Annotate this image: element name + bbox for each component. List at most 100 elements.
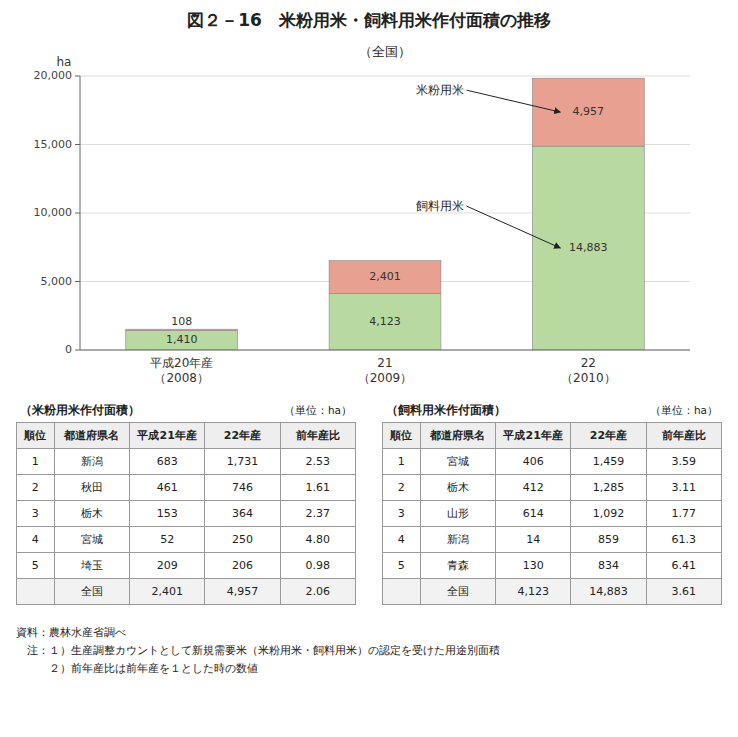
table-cell: 2,401 (129, 579, 204, 605)
table-head: 順位都道府県名平成21年産22年産前年産比 (17, 423, 356, 449)
tick-mark (75, 350, 80, 351)
grid-line (80, 350, 690, 351)
table-block: （米粉用米作付面積）（単位：ha）順位都道府県名平成21年産22年産前年産比1新… (16, 402, 356, 605)
table-cell: 宮城 (54, 527, 129, 553)
tick-label: 5,000 (41, 275, 73, 288)
annotation: 米粉用米 (416, 83, 464, 97)
header-cell: 前年産比 (280, 423, 355, 449)
tick-label: 15,000 (34, 138, 73, 151)
table-cell: 新潟 (420, 527, 495, 553)
table-cell: 4.80 (280, 527, 355, 553)
data-label: 1,410 (166, 333, 198, 346)
tick-label: 10,000 (34, 206, 73, 219)
tick-label-line: 22 (581, 356, 596, 370)
annotation: 飼料用米 (416, 199, 464, 213)
bar (329, 261, 441, 294)
table-row: 5埼玉2092060.98 (17, 553, 356, 579)
table-cell: 宮城 (420, 449, 495, 475)
table-cell: 2.06 (280, 579, 355, 605)
x-axis (80, 350, 690, 351)
annotations: 飼料用米米粉用米 (416, 83, 561, 248)
bar (126, 331, 238, 350)
tick-label-line: （2009） (358, 371, 413, 385)
header-cell: 22年産 (205, 423, 280, 449)
table-row: 1新潟6831,7312.53 (17, 449, 356, 475)
table-cell: 52 (129, 527, 204, 553)
x-ticks: 平成20年産（2008）21（2009）22（2010） (150, 356, 616, 385)
table-cell: 206 (205, 553, 280, 579)
tick-label: 21（2009） (358, 356, 413, 385)
table-body: 1新潟6831,7312.532秋田4617461.613栃木1533642.3… (17, 449, 356, 605)
table-heading: （米粉用米作付面積）（単位：ha） (16, 402, 356, 422)
tick-label-line: （2010） (561, 371, 616, 385)
table-cell: 1,459 (571, 449, 646, 475)
table-row: 2栃木4121,2853.11 (383, 475, 722, 501)
table-cell: 埼玉 (54, 553, 129, 579)
subtitle: （全国） (359, 44, 411, 59)
colgroup (383, 423, 722, 605)
table-row: 3栃木1533642.37 (17, 501, 356, 527)
table-cell: 153 (129, 501, 204, 527)
table-head: 順位都道府県名平成21年産22年産前年産比 (383, 423, 722, 449)
table-row: 3山形6141,0921.77 (383, 501, 722, 527)
bar (532, 78, 644, 146)
data-label: 108 (171, 315, 192, 328)
header-row: 順位都道府県名平成21年産22年産前年産比 (17, 423, 356, 449)
page: {"chart_data": {"type": "bar", "stacked"… (0, 0, 738, 737)
table-row: 5青森1308346.41 (383, 553, 722, 579)
data-label: 2,401 (369, 270, 401, 283)
table-cell: 3.59 (646, 449, 721, 475)
data-label: 4,123 (369, 315, 401, 328)
table-block: （飼料用米作付面積）（単位：ha）順位都道府県名平成21年産22年産前年産比1宮… (382, 402, 722, 605)
table-cell: 全国 (54, 579, 129, 605)
colgroup (17, 423, 356, 605)
annotation-arrow (467, 206, 561, 248)
table-row: 4新潟1485961.3 (383, 527, 722, 553)
table-cell: 3.11 (646, 475, 721, 501)
table-unit: （単位：ha） (650, 404, 718, 418)
tick-mark (75, 281, 80, 282)
table-cell: 834 (571, 553, 646, 579)
table-cell: 250 (205, 527, 280, 553)
header-cell: 平成21年産 (495, 423, 570, 449)
title: 図２－16 米粉用米・飼料用米作付面積の推移 (187, 10, 551, 30)
header-cell: 順位 (383, 423, 421, 449)
table-cell: 4 (17, 527, 55, 553)
table-cell: 山形 (420, 501, 495, 527)
table-cell: 3 (17, 501, 55, 527)
table-cell: 130 (495, 553, 570, 579)
table: 順位都道府県名平成21年産22年産前年産比1宮城4061,4593.592栃木4… (382, 422, 722, 605)
table-cell: 4,957 (205, 579, 280, 605)
table-cell: 4 (383, 527, 421, 553)
bar (126, 329, 238, 330)
tick-label: 22（2010） (561, 356, 616, 385)
footer-line: ２）前年産比は前年産を１とした時の数値 (16, 660, 722, 678)
table-cell: 3.61 (646, 579, 721, 605)
header-row: 順位都道府県名平成21年産22年産前年産比 (383, 423, 722, 449)
table-heading: （飼料用米作付面積）（単位：ha） (382, 402, 722, 422)
table-cell: 新潟 (54, 449, 129, 475)
table-cell: 1.61 (280, 475, 355, 501)
table-cell: 秋田 (54, 475, 129, 501)
table-unit: （単位：ha） (284, 404, 352, 418)
table-cell: 1.77 (646, 501, 721, 527)
table-cell: 栃木 (420, 475, 495, 501)
data-label: 4,957 (573, 105, 605, 118)
chart: 図２－16 米粉用米・飼料用米作付面積の推移（全国）ha05,00010,000… (0, 0, 738, 395)
table-cell: 406 (495, 449, 570, 475)
table-cell: 2 (17, 475, 55, 501)
table-cell: 461 (129, 475, 204, 501)
table-cell: 2.53 (280, 449, 355, 475)
data-label: 14,883 (569, 241, 608, 254)
header-cell: 前年産比 (646, 423, 721, 449)
table-row: 1宮城4061,4593.59 (383, 449, 722, 475)
table-cell: 1,731 (205, 449, 280, 475)
tick-label: 0 (65, 343, 72, 356)
table-row: 全国4,12314,8833.61 (383, 579, 722, 605)
footer-line: 注：１）生産調整カウントとして新規需要米（米粉用米・飼料用米）の認定を受けた用途… (16, 642, 722, 660)
table-cell: 859 (571, 527, 646, 553)
tick-mark (75, 213, 80, 214)
tick-label-line: （2008） (154, 371, 209, 385)
table-cell: 5 (17, 553, 55, 579)
table-cell: 614 (495, 501, 570, 527)
